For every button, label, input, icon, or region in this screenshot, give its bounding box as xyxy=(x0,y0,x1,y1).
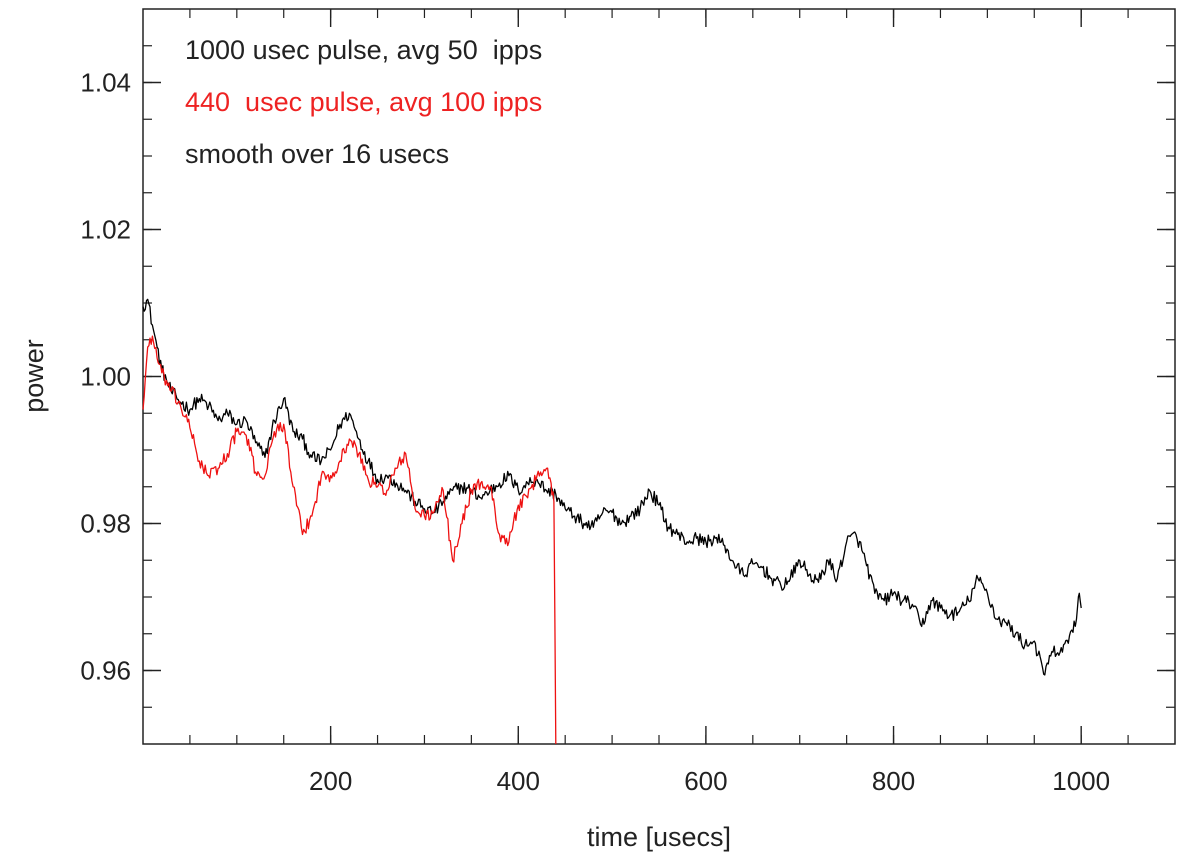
x-tick-label: 400 xyxy=(497,766,540,796)
minor-ticks xyxy=(143,9,1175,744)
x-tick-label: 1000 xyxy=(1052,766,1110,796)
annotation-440-usec: 440 usec pulse, avg 100 ipps xyxy=(185,87,542,117)
major-ticks xyxy=(143,9,1175,744)
tick-labels: 200 400 600 800 1000 0.96 0.98 1.00 1.02 1.04 xyxy=(80,68,1110,797)
x-axis-title: time [usecs] xyxy=(587,822,731,852)
y-tick-label: 0.98 xyxy=(80,509,131,539)
y-tick-label: 1.02 xyxy=(80,215,131,245)
y-tick-label: 1.00 xyxy=(80,362,131,392)
series-group xyxy=(142,298,1082,745)
annotation-smoothing: smooth over 16 usecs xyxy=(185,139,449,169)
series-line-1 xyxy=(142,335,557,745)
x-tick-label: 200 xyxy=(309,766,352,796)
annotation-group: 1000 usec pulse, avg 50 ipps 440 usec pu… xyxy=(185,35,542,169)
y-tick-label: 1.04 xyxy=(80,68,131,98)
series-line-0 xyxy=(142,298,1082,676)
y-axis-title: power xyxy=(19,339,49,413)
x-tick-label: 600 xyxy=(684,766,727,796)
x-tick-label: 800 xyxy=(872,766,915,796)
y-tick-label: 0.96 xyxy=(80,656,131,686)
annotation-1000-usec: 1000 usec pulse, avg 50 ipps xyxy=(185,35,542,65)
